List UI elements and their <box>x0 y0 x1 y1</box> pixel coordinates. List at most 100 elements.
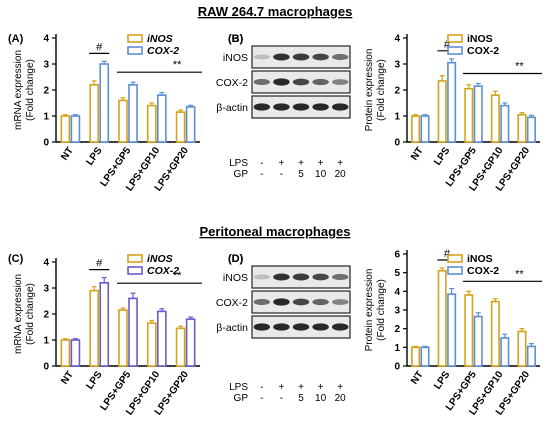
bar <box>89 289 100 367</box>
y-axis-label-line: mRNA expression <box>13 50 24 130</box>
y-axis-label-line: Protein expression <box>364 49 375 132</box>
y-tick-label: 1 <box>43 336 49 347</box>
bar <box>60 115 71 143</box>
x-tick-label: NT <box>59 369 76 386</box>
blot-band <box>312 78 329 86</box>
blot-band <box>273 78 290 86</box>
legend-swatch <box>127 266 143 275</box>
y-axis-label: Protein expression(Fold change) <box>364 49 387 132</box>
legend-label: iNOS <box>147 33 173 45</box>
blot-band <box>253 323 271 331</box>
blot-band <box>292 103 310 111</box>
bar <box>99 281 110 367</box>
y-tick-label: 2 <box>394 86 400 97</box>
y-tick-label: 3 <box>394 306 400 317</box>
y-axis-label-line: (Fold change) <box>25 59 36 121</box>
blot-band <box>292 298 310 306</box>
blot-band <box>253 274 271 280</box>
legend-swatch <box>127 46 143 55</box>
treatment-label: LPS <box>229 158 248 169</box>
y-tick-label: 2 <box>394 324 400 335</box>
significance-hash: # <box>444 39 451 51</box>
bar <box>490 300 500 367</box>
bar <box>175 111 186 143</box>
bar <box>118 99 128 143</box>
y-tick-label: 0 <box>43 362 49 373</box>
bar <box>517 330 527 367</box>
bar <box>437 80 447 143</box>
significance-stars: ** <box>173 59 182 71</box>
y-tick-label: 3 <box>43 284 49 295</box>
legend-label: COX-2 <box>467 265 499 277</box>
treatment-label: GP <box>234 169 249 180</box>
bar <box>517 113 527 143</box>
treatment-value: - <box>260 393 263 404</box>
blot-band <box>273 103 290 111</box>
blot-band <box>312 298 329 306</box>
legend-swatch <box>447 254 463 263</box>
section-title: Peritoneal macrophages <box>200 224 351 239</box>
blot-band <box>273 53 290 61</box>
blot-band <box>312 323 329 331</box>
bar <box>118 309 128 367</box>
panel-label: (B) <box>228 33 244 45</box>
bar <box>128 297 138 367</box>
treatment-value: + <box>278 382 284 393</box>
y-tick-label: 2 <box>43 86 49 97</box>
treatment-value: 5 <box>298 393 304 404</box>
y-tick-label: 1 <box>394 112 400 123</box>
panel-label: (D) <box>228 253 244 265</box>
y-tick-label: 0 <box>394 138 400 149</box>
treatment-label: LPS <box>229 382 248 393</box>
treatment-value: 5 <box>298 169 304 180</box>
legend-swatch <box>447 266 463 275</box>
blot-band <box>331 103 349 111</box>
chart-a: (A) mRNA expression(Fold change) 0 1 2 3 4 NT LP… <box>8 33 202 193</box>
blot-band <box>273 298 290 306</box>
treatment-value: 10 <box>315 169 327 180</box>
x-tick-label: LPS <box>84 145 104 168</box>
x-tick-label: NT <box>409 145 426 162</box>
y-tick-label: 4 <box>394 34 400 45</box>
x-tick-label: LPS <box>84 369 104 392</box>
blot-row-label: iNOS <box>223 52 248 64</box>
bar <box>490 94 500 143</box>
bar <box>99 63 110 143</box>
blot-band <box>331 53 349 61</box>
bar <box>473 315 483 367</box>
y-tick-label: 5 <box>394 268 400 279</box>
bar <box>146 104 157 143</box>
y-axis-label-line: (Fold change) <box>376 59 387 121</box>
chart-c: (C) mRNA expression(Fold change) 0 1 2 3 4 NT LP… <box>8 253 202 417</box>
y-tick-label: 4 <box>43 258 49 269</box>
panel-label: (A) <box>8 33 24 45</box>
treatment-value: - <box>260 382 263 393</box>
treatment-value: - <box>260 169 263 180</box>
bar <box>185 106 196 143</box>
significance-stars: ** <box>173 270 182 282</box>
bar <box>157 310 167 367</box>
blot-band <box>253 298 271 306</box>
bar <box>70 339 81 367</box>
y-tick-label: 4 <box>394 287 400 298</box>
bar <box>70 115 81 143</box>
blot-row-label: β-actin <box>216 102 248 114</box>
significance-stars: ** <box>515 61 524 73</box>
bar <box>464 294 474 367</box>
panel-label: (B) <box>228 33 244 45</box>
bar <box>146 322 157 367</box>
legend-label: iNOS <box>467 253 493 265</box>
blot-row-label: COX-2 <box>216 297 248 309</box>
blot-band <box>253 78 271 86</box>
bar <box>526 345 536 367</box>
bar <box>128 84 138 143</box>
blot-row-label: COX-2 <box>216 77 248 89</box>
blot-band <box>331 79 349 85</box>
legend-swatch <box>127 34 143 43</box>
significance-hash: # <box>444 248 451 260</box>
blot-band <box>273 273 290 281</box>
